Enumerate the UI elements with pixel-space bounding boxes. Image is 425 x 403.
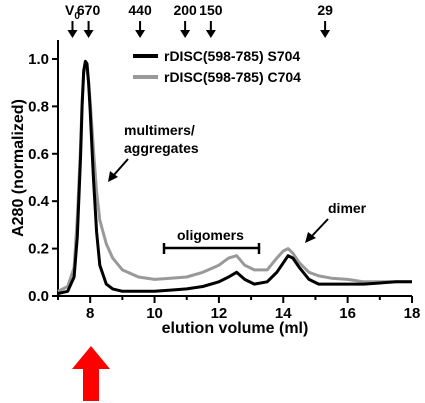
annotation-oligomers: oligomers bbox=[177, 227, 244, 243]
annotation-dimer: dimer bbox=[328, 200, 367, 216]
x-tick-label: 10 bbox=[146, 305, 163, 322]
mw-marker-label: 440 bbox=[128, 2, 152, 18]
series-line-s704 bbox=[57, 59, 412, 296]
down-arrow-icon bbox=[180, 30, 191, 38]
series-lines bbox=[57, 59, 412, 296]
y-tick-label: 1.0 bbox=[28, 51, 49, 68]
x-tick-label: 8 bbox=[86, 305, 94, 322]
x-tick-label: 18 bbox=[404, 305, 421, 322]
y-ticks: 0.0 0.2 0.4 0.6 0.8 1.0 bbox=[28, 51, 58, 305]
x-ticks: 8 10 12 14 16 18 bbox=[57, 296, 421, 322]
y-axis-title: A280 (normalized) bbox=[10, 99, 27, 237]
down-arrow-icon bbox=[67, 30, 78, 38]
mw-marker-label: V0 bbox=[65, 2, 80, 22]
x-tick-label: 14 bbox=[275, 305, 292, 322]
y-tick-label: 0.8 bbox=[28, 98, 49, 115]
y-tick-label: 0.2 bbox=[28, 241, 49, 258]
dimer-arrow bbox=[305, 218, 329, 243]
mw-marker-label: 29 bbox=[317, 2, 333, 18]
down-arrow-icon bbox=[320, 30, 331, 38]
down-arrow-icon bbox=[205, 30, 216, 38]
mw-marker-label: 150 bbox=[199, 2, 223, 18]
multimers-arrow bbox=[108, 158, 129, 182]
mw-marker-label: 200 bbox=[173, 2, 197, 18]
legend-label-c704: rDISC(598-785) C704 bbox=[164, 69, 301, 85]
x-axis-title: elution volume (ml) bbox=[162, 320, 309, 337]
down-arrow-icon bbox=[83, 30, 94, 38]
mw-marker-label: 670 bbox=[77, 2, 101, 18]
down-arrow-icon bbox=[135, 30, 146, 38]
annotation-multimers-line1: multimers/ bbox=[124, 122, 195, 138]
x-tick-label: 16 bbox=[339, 305, 356, 322]
red-up-arrow-icon bbox=[72, 346, 110, 401]
legend-label-s704: rDISC(598-785) S704 bbox=[164, 48, 300, 64]
y-tick-label: 0.0 bbox=[28, 288, 49, 305]
y-tick-label: 0.6 bbox=[28, 146, 49, 163]
plot-area: 0.0 0.2 0.4 0.6 0.8 1.0 8 10 12 14 16 18 bbox=[28, 40, 420, 322]
x-tick-label: 12 bbox=[211, 305, 228, 322]
legend: rDISC(598-785) S704 rDISC(598-785) C704 bbox=[133, 48, 301, 85]
annotation-multimers-line2: aggregates bbox=[124, 140, 199, 156]
oligomers-bracket bbox=[162, 243, 261, 254]
annotations: multimers/ aggregates oligomers dimer bbox=[108, 122, 367, 254]
y-tick-label: 0.4 bbox=[28, 193, 50, 210]
